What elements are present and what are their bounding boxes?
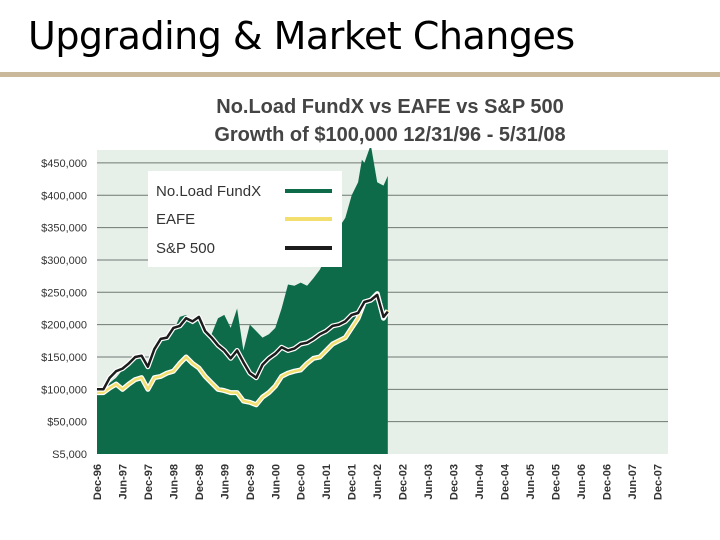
x-tick-label: Dec-06 [601,464,613,500]
x-tick-label: Dec-04 [499,463,511,500]
y-tick-label: S5,000 [52,449,87,461]
chart-title: No.Load FundX vs EAFE vs S&P 500 [216,96,564,118]
series-area-fundx [97,148,388,454]
y-tick-label: $50,000 [47,417,87,429]
y-tick-label: $450,000 [41,158,87,170]
x-tick-label: Jun-04 [474,463,486,499]
slide-title: Upgrading & Market Changes [28,14,575,58]
x-tick-label: Dec-01 [347,464,359,500]
x-tick-label: Jun-98 [168,464,180,499]
x-tick-label: Jun-01 [321,464,333,499]
x-axis-ticks: Dec-96 Jun-97 Dec-97 Jun-98 Dec-98 Jun-99 Dec-… [92,463,664,500]
series-line-sp500 [97,293,389,391]
x-tick-label: Dec-02 [398,464,410,500]
chart-subtitle: Growth of $100,000 12/31/96 - 5/31/08 [214,124,566,146]
x-tick-label: Dec-96 [92,464,104,500]
legend-label-sp500: S&P 500 [156,240,215,257]
x-tick-label: Jun-99 [219,464,231,499]
x-tick-label: Jun-02 [372,464,384,499]
x-tick-label: Jun-00 [270,464,282,499]
x-tick-label: Dec-00 [296,464,308,500]
x-tick-label: Jun-97 [117,464,129,499]
y-tick-label: $350,000 [41,223,87,235]
y-tick-label: $300,000 [41,255,87,267]
y-tick-label: $100,000 [41,384,87,396]
x-tick-label: Jun-06 [576,464,588,499]
legend-label-eafe: EAFE [156,211,195,228]
series-layer [97,148,390,454]
x-tick-label: Dec-05 [550,464,562,500]
x-tick-label: Dec-97 [143,464,155,500]
x-tick-label: Jun-05 [525,464,537,499]
x-tick-label: Jun-03 [423,464,435,499]
x-tick-label: Dec-98 [194,464,206,500]
legend-label-fundx: No.Load FundX [156,183,261,200]
y-tick-label: $200,000 [41,320,87,332]
y-axis-ticks: S5,000 $50,000 $100,000 $150,000 $200,000 $25… [41,158,87,461]
legend: No.Load FundX EAFE S&P 500 [148,171,342,267]
x-tick-label: Dec-99 [245,464,257,500]
title-divider [0,72,720,77]
y-tick-label: $150,000 [41,352,87,364]
x-tick-label: Dec-07 [652,464,664,500]
y-tick-label: $250,000 [41,287,87,299]
x-tick-label: Jun-07 [627,464,639,499]
growth-chart: S5,000 $50,000 $100,000 $150,000 $200,000 $25… [41,148,668,500]
x-tick-label: Dec-03 [449,464,461,500]
series-line-eafe [97,292,389,407]
y-tick-label: $400,000 [41,190,87,202]
